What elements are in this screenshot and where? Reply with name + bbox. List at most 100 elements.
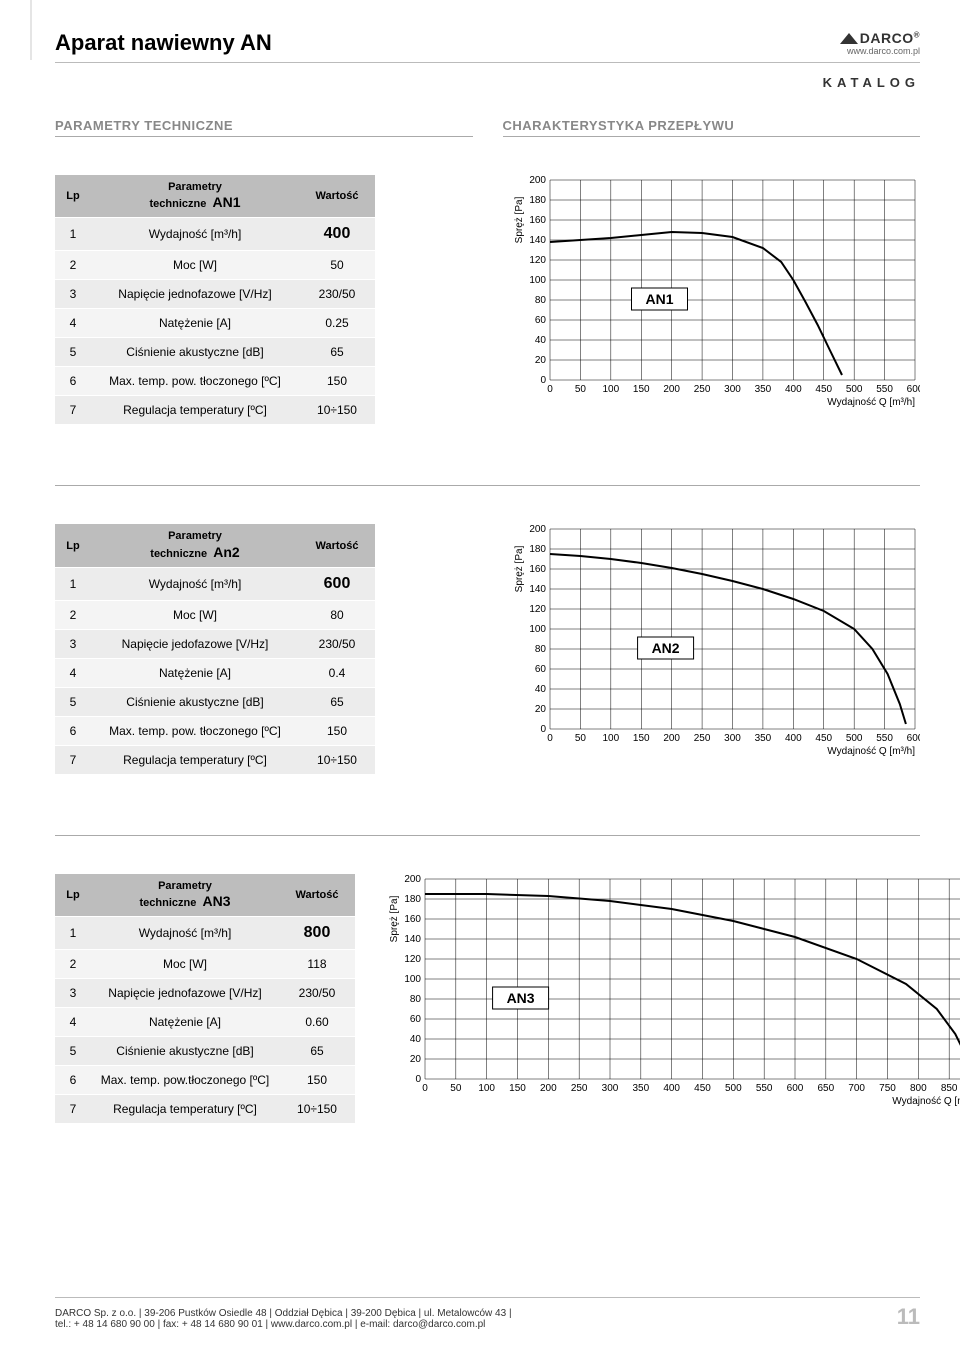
cell-lp: 5: [55, 338, 91, 367]
col-param: Parametrytechniczne An2: [91, 524, 299, 567]
cell-param: Wydajność [m³/h]: [91, 218, 299, 251]
cell-param: Natężenie [A]: [91, 1008, 279, 1037]
svg-text:250: 250: [694, 384, 711, 395]
section-head-params: PARAMETRY TECHNICZNE: [55, 118, 473, 137]
cell-lp: 6: [55, 1066, 91, 1095]
svg-text:200: 200: [529, 175, 546, 186]
cell-value: 65: [299, 687, 375, 716]
cell-value: 230/50: [299, 280, 375, 309]
table-row: 1 Wydajność [m³/h] 600: [55, 567, 375, 600]
svg-text:150: 150: [509, 1083, 526, 1094]
table-row: 2 Moc [W] 80: [55, 600, 375, 629]
cell-value: 230/50: [299, 629, 375, 658]
cell-value: 800: [279, 917, 355, 950]
table-row: 3 Napięcie jednofazowe [V/Hz] 230/50: [55, 280, 375, 309]
cell-value: 10÷150: [299, 396, 375, 425]
col-param: Parametrytechniczne AN1: [91, 175, 299, 218]
cell-value: 0.25: [299, 309, 375, 338]
cell-param: Max. temp. pow. tłoczonego [ºC]: [91, 716, 299, 745]
cell-value: 0.60: [279, 1008, 355, 1037]
brand-url: www.darco.com.pl: [840, 46, 920, 56]
svg-text:200: 200: [529, 524, 546, 535]
col-value: Wartość: [299, 524, 375, 567]
svg-text:Spręż [Pa]: Spręż [Pa]: [514, 546, 525, 593]
svg-text:250: 250: [571, 1083, 588, 1094]
table-row: 4 Natężenie [A] 0.60: [55, 1008, 355, 1037]
svg-text:Spręż [Pa]: Spręż [Pa]: [514, 196, 525, 243]
brand-name: DARCO: [860, 30, 914, 46]
svg-text:300: 300: [602, 1083, 619, 1094]
table-row: 5 Ciśnienie akustyczne [dB] 65: [55, 338, 375, 367]
svg-text:450: 450: [815, 384, 832, 395]
table-row: 1 Wydajność [m³/h] 800: [55, 917, 355, 950]
section-divider: [55, 485, 920, 486]
cell-lp: 3: [55, 280, 91, 309]
cell-param: Max. temp. pow.tłoczonego [ºC]: [91, 1066, 279, 1095]
svg-text:40: 40: [410, 1034, 422, 1045]
table-row: 6 Max. temp. pow. tłoczonego [ºC] 150: [55, 716, 375, 745]
col-param: Parametrytechniczne AN3: [91, 874, 279, 917]
footer-line2: tel.: + 48 14 680 90 00 | fax: + 48 14 6…: [55, 1319, 512, 1330]
svg-text:40: 40: [535, 335, 547, 346]
chart-container-an1: 0501001502002503003504004505005506000204…: [510, 175, 920, 408]
cell-lp: 5: [55, 1037, 91, 1066]
svg-text:140: 140: [529, 235, 546, 246]
cell-lp: 7: [55, 1095, 91, 1124]
page-number: 11: [897, 1304, 920, 1330]
svg-text:600: 600: [907, 384, 920, 395]
svg-text:120: 120: [529, 604, 546, 615]
svg-text:0: 0: [540, 724, 546, 735]
svg-text:50: 50: [575, 733, 587, 744]
col-lp: Lp: [55, 874, 91, 917]
cell-value: 50: [299, 251, 375, 280]
brand-logo: DARCO®: [840, 30, 920, 46]
cell-lp: 5: [55, 687, 91, 716]
footer-line1: DARCO Sp. z o.o. | 39-206 Pustków Osiedl…: [55, 1308, 512, 1319]
section-divider: [55, 835, 920, 836]
cell-param: Regulacja temperatury [ºC]: [91, 745, 299, 774]
svg-text:200: 200: [404, 874, 421, 885]
svg-text:200: 200: [663, 733, 680, 744]
svg-text:0: 0: [547, 384, 553, 395]
svg-text:100: 100: [529, 624, 546, 635]
page-edge-mark: [30, 0, 32, 60]
svg-text:650: 650: [817, 1083, 834, 1094]
table-row: 2 Moc [W] 50: [55, 251, 375, 280]
svg-text:60: 60: [535, 315, 547, 326]
table-row: 4 Natężenie [A] 0.4: [55, 658, 375, 687]
page-header: Aparat nawiewny AN DARCO® www.darco.com.…: [55, 30, 920, 63]
cell-lp: 4: [55, 658, 91, 687]
svg-text:350: 350: [755, 384, 772, 395]
cell-lp: 2: [55, 600, 91, 629]
svg-text:100: 100: [602, 384, 619, 395]
svg-text:100: 100: [478, 1083, 495, 1094]
svg-text:160: 160: [404, 914, 421, 925]
table-row: 4 Natężenie [A] 0.25: [55, 309, 375, 338]
svg-text:500: 500: [846, 384, 863, 395]
model-block-an3: Lp Parametrytechniczne AN3 Wartość 1 Wyd…: [55, 874, 920, 1124]
svg-text:140: 140: [529, 584, 546, 595]
svg-text:0: 0: [547, 733, 553, 744]
svg-text:60: 60: [410, 1014, 422, 1025]
cell-lp: 6: [55, 716, 91, 745]
svg-text:0: 0: [415, 1074, 421, 1085]
col-value: Wartość: [279, 874, 355, 917]
svg-text:80: 80: [535, 295, 547, 306]
svg-text:50: 50: [450, 1083, 462, 1094]
svg-text:20: 20: [535, 355, 547, 366]
cell-value: 65: [279, 1037, 355, 1066]
col-lp: Lp: [55, 524, 91, 567]
cell-value: 65: [299, 338, 375, 367]
table-row: 3 Napięcie jedofazowe [V/Hz] 230/50: [55, 629, 375, 658]
svg-text:50: 50: [575, 384, 587, 395]
svg-text:AN3: AN3: [507, 990, 535, 1006]
cell-value: 230/50: [279, 979, 355, 1008]
registered-mark: ®: [914, 30, 920, 39]
svg-text:550: 550: [876, 384, 893, 395]
cell-value: 118: [279, 950, 355, 979]
svg-text:Wydajność Q [m³/h]: Wydajność Q [m³/h]: [892, 1096, 960, 1107]
cell-lp: 7: [55, 745, 91, 774]
cell-param: Natężenie [A]: [91, 309, 299, 338]
svg-text:350: 350: [632, 1083, 649, 1094]
svg-text:200: 200: [663, 384, 680, 395]
